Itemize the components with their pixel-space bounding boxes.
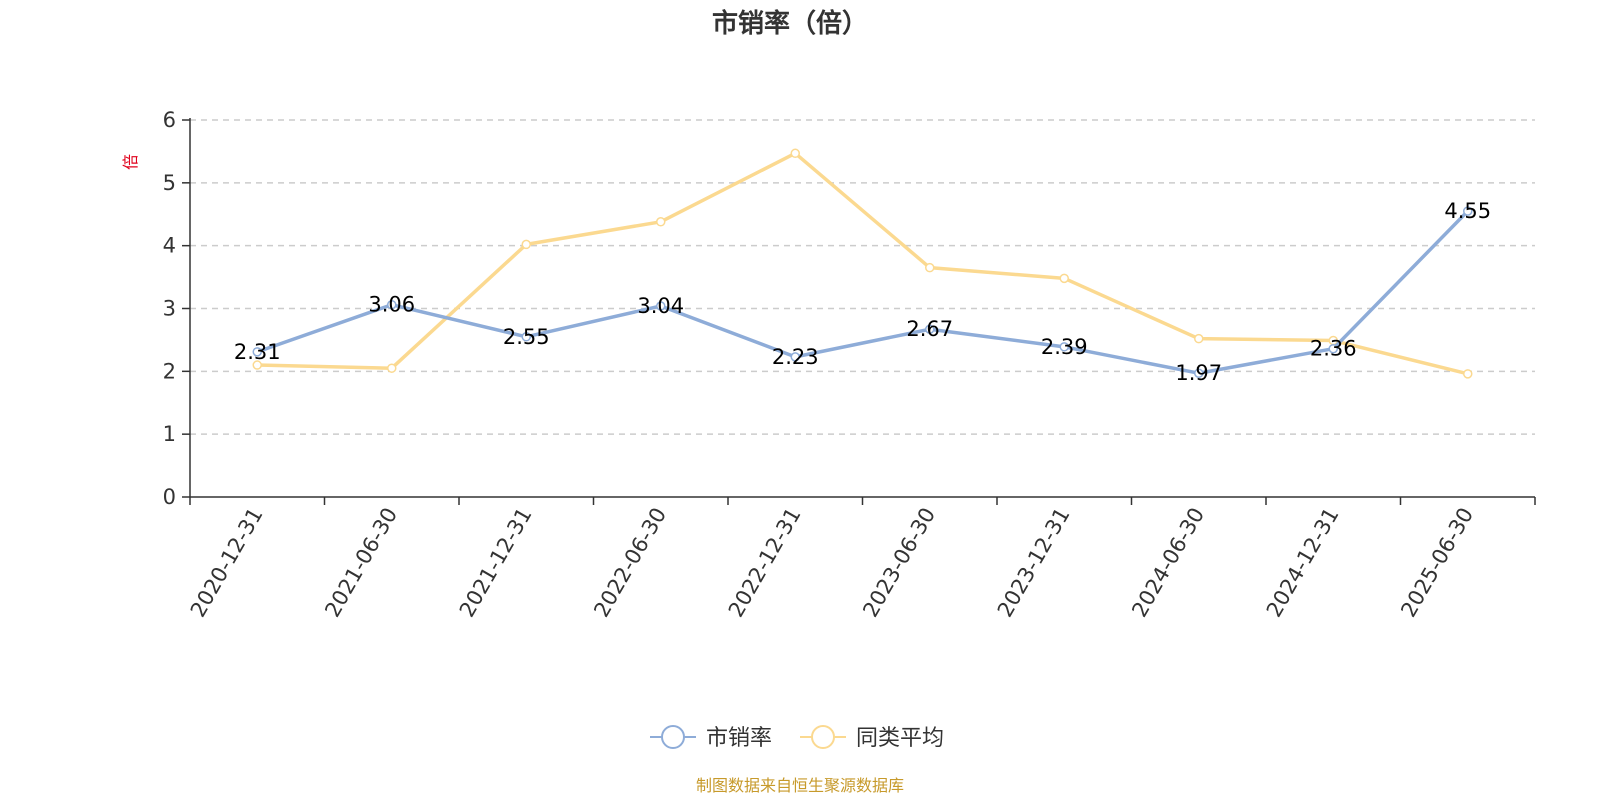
data-point[interactable] [1059, 342, 1069, 352]
data-point[interactable] [656, 301, 666, 311]
y-tick-label: 1 [163, 422, 176, 446]
x-tick-label: 2023-12-31 [993, 504, 1075, 622]
data-point[interactable] [1463, 206, 1473, 216]
data-point[interactable] [1194, 333, 1204, 344]
x-tick-label: 2023-06-30 [858, 504, 940, 622]
data-point[interactable] [790, 148, 800, 159]
data-point[interactable] [521, 332, 531, 342]
x-tick-label: 2022-12-31 [724, 504, 806, 622]
y-tick-label: 5 [163, 171, 176, 195]
source-note: 制图数据来自恒生聚源数据库 [696, 776, 904, 795]
data-point[interactable] [656, 217, 666, 227]
series-layer [252, 148, 1473, 379]
data-point[interactable] [925, 324, 935, 334]
y-tick-label: 3 [163, 297, 176, 321]
legend-label[interactable]: 同类平均 [856, 726, 944, 751]
legend-label[interactable]: 市销率 [706, 726, 772, 751]
data-label: 2.23 [772, 345, 819, 369]
y-tick-label: 2 [163, 359, 176, 383]
y-tick-label: 4 [163, 234, 176, 258]
x-tick-label: 2022-06-30 [589, 504, 671, 622]
data-labels: 2.31 3.06 2.55 3.04 2.23 2.67 2.39 1.97 2.36 4.55 [234, 199, 1491, 385]
data-label: 2.67 [906, 317, 953, 341]
data-point[interactable] [252, 360, 262, 370]
legend: 市销率 同类平均 [650, 725, 944, 751]
x-tick-label: 2024-12-31 [1262, 504, 1344, 622]
data-point[interactable] [1328, 343, 1338, 354]
data-label: 2.39 [1041, 335, 1088, 359]
x-tick-label: 2021-06-30 [320, 504, 402, 622]
data-point[interactable] [790, 352, 800, 362]
data-label: 2.31 [234, 340, 281, 364]
data-point[interactable] [1463, 369, 1473, 379]
data-point[interactable] [1059, 273, 1069, 284]
data-label: 2.36 [1310, 337, 1357, 361]
data-label: 1.97 [1175, 361, 1222, 385]
data-point[interactable] [387, 299, 397, 310]
chart-title: 市销率（倍） [712, 8, 868, 39]
data-point[interactable] [925, 262, 935, 273]
series-line-0 [256, 209, 1470, 375]
data-point[interactable] [1194, 368, 1204, 378]
data-label: 4.55 [1444, 199, 1491, 223]
legend-marker[interactable] [661, 725, 685, 749]
y-axis-label: 倍 [121, 154, 140, 170]
gridlines [190, 119, 1535, 435]
y-tick-label: 6 [163, 108, 176, 132]
x-tick-label: 2025-06-30 [1396, 504, 1478, 622]
data-point[interactable] [387, 363, 397, 373]
y-tick-label: 0 [163, 485, 176, 509]
axes: 0 1 2 3 4 5 6 2020-12-31 2021-06-30 2021-12-31 202… [163, 108, 1536, 622]
x-tick-label: 2024-06-30 [1127, 504, 1209, 622]
data-label: 3.06 [368, 293, 415, 317]
data-point[interactable] [521, 239, 531, 250]
series-line-1 [257, 151, 1469, 376]
x-tick-label: 2021-12-31 [455, 504, 537, 622]
x-tick-label: 2020-12-31 [186, 504, 268, 622]
data-point[interactable] [252, 347, 262, 357]
legend-marker[interactable] [811, 725, 835, 749]
data-label: 3.04 [637, 294, 684, 318]
data-label: 2.55 [503, 325, 550, 349]
